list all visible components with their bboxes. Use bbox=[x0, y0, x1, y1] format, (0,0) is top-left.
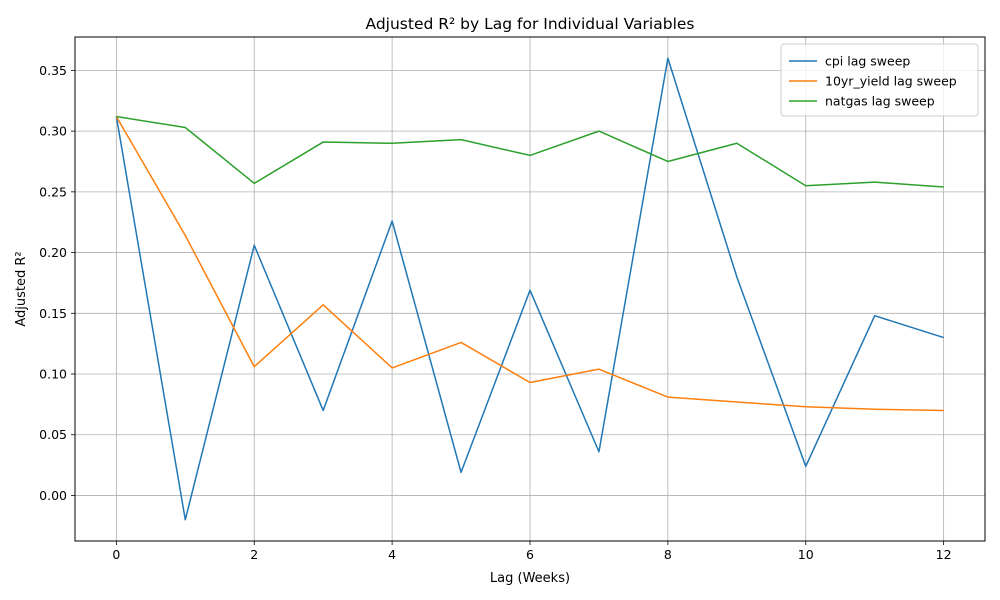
x-tick-label: 0 bbox=[112, 547, 120, 562]
legend-label-1: cpi lag sweep bbox=[825, 54, 910, 69]
legend-box bbox=[780, 43, 979, 117]
y-tick-label: 0.00 bbox=[39, 488, 67, 503]
x-tick-label: 2 bbox=[250, 547, 258, 562]
axis-ticks: 0 2 4 6 8 10 12 0.00 0.05 0.10 0.15 0.20 0.25 0.30 0.3… bbox=[39, 63, 951, 562]
y-tick-label: 0.15 bbox=[39, 306, 67, 321]
series-line-1 bbox=[115, 57, 944, 521]
series-lines bbox=[115, 57, 944, 521]
x-tick-label: 6 bbox=[526, 547, 534, 562]
series-line-3 bbox=[116, 115, 944, 188]
x-tick-label: 10 bbox=[798, 547, 814, 562]
y-tick-label: 0.35 bbox=[39, 63, 67, 78]
series-line-2 bbox=[115, 116, 944, 412]
y-tick-label: 0.05 bbox=[39, 427, 67, 442]
chart-title: Adjusted R² by Lag for Individual Variab… bbox=[366, 15, 695, 33]
legend-label-2: 10yr_yield lag sweep bbox=[825, 74, 957, 89]
legend-label-3: natgas lag sweep bbox=[825, 94, 935, 109]
legend: cpi lag sweep 10yr_yield lag sweep natgas … bbox=[780, 43, 979, 117]
x-tick-label: 12 bbox=[936, 547, 952, 562]
y-axis-label: Adjusted R² bbox=[14, 251, 29, 326]
y-tick-label: 0.25 bbox=[39, 184, 67, 199]
x-tick-label: 8 bbox=[664, 547, 672, 562]
grid bbox=[75, 37, 985, 541]
x-axis-label: Lag (Weeks) bbox=[490, 571, 570, 586]
y-tick-label: 0.20 bbox=[39, 245, 67, 260]
x-tick-label: 4 bbox=[388, 547, 396, 562]
y-tick-label: 0.10 bbox=[39, 367, 67, 382]
y-tick-label: 0.30 bbox=[39, 124, 67, 139]
